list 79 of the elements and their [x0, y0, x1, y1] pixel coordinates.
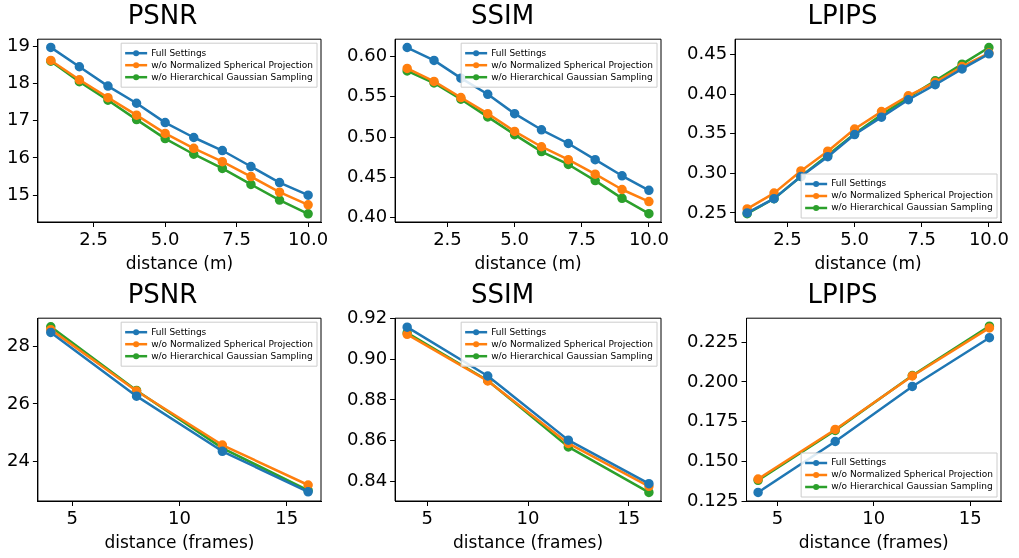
legend-label: w/o Normalized Spherical Projection	[151, 59, 313, 70]
legend-label: w/o Normalized Spherical Projection	[831, 190, 993, 201]
legend-label: w/o Hierarchical Gaussian Sampling	[491, 71, 653, 82]
x-tick-label: 7.5	[222, 228, 251, 250]
y-tick-label: 28	[7, 334, 30, 356]
x-tick-label: 2.5	[79, 228, 108, 250]
x-axis-title: distance (frames)	[453, 532, 604, 553]
y-tick-label: 24	[7, 448, 30, 470]
chart-title: LPIPS	[807, 0, 878, 31]
legend-label: w/o Normalized Spherical Projection	[151, 338, 313, 349]
x-tick-label: 2.5	[773, 228, 802, 250]
legend-label: w/o Hierarchical Gaussian Sampling	[151, 350, 313, 361]
legend-label: Full Settings	[831, 457, 887, 468]
x-tick-label: 5.0	[840, 228, 869, 250]
chart-title: SSIM	[470, 0, 535, 31]
y-tick-label: 0.45	[687, 42, 728, 64]
x-tick-label: 5.0	[500, 228, 529, 250]
y-tick-label: 0.40	[687, 81, 728, 103]
x-tick-label: 10	[862, 507, 886, 529]
y-tick-label: 0.30	[687, 161, 728, 182]
x-tick-label: 10	[516, 507, 540, 529]
x-tick-label: 10.0	[288, 228, 329, 250]
x-tick-label: 7.5	[907, 228, 937, 250]
legend-label: w/o Normalized Spherical Projection	[491, 338, 653, 349]
x-tick-label: 5	[66, 507, 78, 529]
x-axis-title: distance (frames)	[798, 532, 949, 553]
y-tick-label: 0.35	[687, 121, 728, 143]
x-tick-label: 2.5	[433, 228, 462, 250]
y-tick-label: 0.92	[347, 305, 388, 327]
legend-label: Full Settings	[831, 178, 887, 189]
x-axis-title: distance (m)	[125, 253, 234, 274]
y-tick-label: 0.40	[347, 205, 388, 227]
x-axis-title: distance (frames)	[104, 532, 255, 553]
legend-label: w/o Hierarchical Gaussian Sampling	[831, 202, 993, 213]
y-tick-label: 0.125	[687, 488, 739, 510]
y-tick-label: 0.55	[347, 84, 388, 106]
x-tick-label: 15	[958, 507, 982, 529]
y-tick-label: 15	[7, 182, 30, 204]
y-tick-label: 0.200	[687, 369, 739, 391]
x-axis-title: distance (m)	[474, 253, 582, 274]
x-tick-label: 15	[275, 507, 299, 529]
legend-label: w/o Hierarchical Gaussian Sampling	[151, 71, 313, 82]
chart-title: PSNR	[127, 0, 198, 31]
y-tick-label: 0.84	[347, 469, 388, 491]
y-tick-label: 0.225	[687, 329, 739, 351]
y-tick-label: 16	[7, 145, 30, 167]
x-tick-label: 5	[421, 507, 434, 529]
y-tick-label: 0.45	[347, 165, 388, 187]
y-tick-label: 17	[7, 108, 30, 130]
y-tick-label: 0.25	[687, 200, 728, 222]
y-tick-label: 0.60	[347, 44, 388, 66]
y-tick-label: 0.88	[347, 387, 388, 409]
x-tick-label: 10.0	[968, 228, 1009, 250]
y-tick-label: 18	[7, 71, 30, 93]
y-tick-label: 26	[7, 391, 30, 413]
chart-title: SSIM	[470, 279, 535, 310]
y-tick-label: 0.50	[347, 124, 388, 146]
y-tick-label: 19	[7, 33, 30, 55]
legend-label: Full Settings	[151, 47, 207, 58]
legend-label: Full Settings	[491, 326, 547, 337]
y-tick-label: 0.90	[347, 346, 388, 368]
x-tick-label: 10.0	[628, 228, 669, 250]
legend-label: Full Settings	[491, 47, 547, 58]
y-tick-label: 0.86	[347, 428, 388, 450]
x-tick-label: 7.5	[567, 228, 597, 250]
chart-title: PSNR	[127, 279, 198, 310]
x-axis-title: distance (m)	[814, 253, 922, 274]
legend-label: w/o Hierarchical Gaussian Sampling	[831, 481, 993, 492]
chart-title: LPIPS	[807, 279, 878, 310]
y-tick-label: 0.175	[687, 409, 739, 431]
legend-label: w/o Hierarchical Gaussian Sampling	[491, 350, 653, 361]
legend-label: w/o Normalized Spherical Projection	[491, 59, 653, 70]
legend-label: w/o Normalized Spherical Projection	[831, 469, 993, 480]
y-tick-label: 0.150	[687, 449, 739, 470]
x-tick-label: 10	[168, 507, 191, 529]
x-tick-label: 15	[617, 507, 641, 529]
legend-label: Full Settings	[151, 326, 207, 337]
x-tick-label: 5.0	[150, 228, 180, 250]
x-tick-label: 5	[771, 507, 784, 529]
